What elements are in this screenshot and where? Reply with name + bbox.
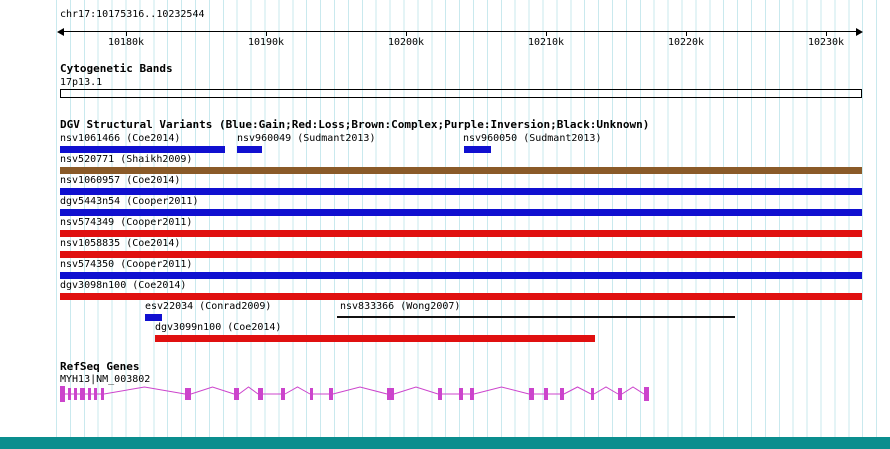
variant-bar[interactable] [60, 251, 862, 258]
ruler-left-arrow-icon [57, 28, 64, 36]
gene-model[interactable] [58, 383, 654, 403]
variant-bar[interactable] [60, 167, 862, 174]
exon-box [644, 387, 649, 401]
cytoband-name: 17p13.1 [60, 77, 103, 88]
exon-box [591, 388, 594, 400]
ruler-tick-label: 10200k [387, 37, 425, 48]
variant-bar[interactable] [60, 146, 225, 153]
refseq-track-title: RefSeq Genes [60, 360, 140, 373]
variant-bar[interactable] [155, 335, 595, 342]
exon-box [74, 388, 77, 400]
ruler-tick [126, 31, 127, 36]
variant-bar[interactable] [237, 146, 262, 153]
gene-model-svg [60, 386, 649, 402]
exon-box [80, 388, 85, 400]
ruler-tick [686, 31, 687, 36]
exon-box [618, 388, 622, 400]
region-label: chr17:10175316..10232544 [60, 9, 205, 20]
exon-box [329, 388, 333, 400]
exon-box [529, 388, 534, 400]
ruler-tick [266, 31, 267, 36]
ruler-tick-label: 10230k [807, 37, 845, 48]
exon-box [258, 388, 263, 400]
variant-label: dgv5443n54 (Cooper2011) [60, 196, 199, 207]
variant-bar[interactable] [60, 272, 862, 279]
exon-box [560, 388, 564, 400]
variant-label: nsv520771 (Shaikh2009) [60, 154, 193, 165]
variant-bar[interactable] [464, 146, 491, 153]
variant-label: nsv574350 (Cooper2011) [60, 259, 193, 270]
variant-bar[interactable] [60, 188, 862, 195]
ruler-tick-label: 10180k [107, 37, 145, 48]
variant-bar[interactable] [60, 293, 862, 300]
exon-box [68, 388, 71, 400]
exon-box [387, 388, 394, 400]
gene-name: MYH13|NM_003802 [60, 374, 151, 385]
variant-label: dgv3098n100 (Coe2014) [60, 280, 187, 291]
exon-box [88, 388, 91, 400]
variant-bar[interactable] [145, 314, 162, 321]
variant-label: nsv960050 (Sudmant2013) [463, 133, 602, 144]
variant-bar[interactable] [60, 209, 862, 216]
variant-label: dgv3099n100 (Coe2014) [155, 322, 282, 333]
exon-box [544, 388, 548, 400]
cytoband-bar [60, 89, 862, 98]
ruler-tick [406, 31, 407, 36]
variant-label: nsv1058835 (Coe2014) [60, 238, 181, 249]
variant-label: esv22034 (Conrad2009) [145, 301, 272, 312]
ruler-tick [546, 31, 547, 36]
ruler-line [64, 31, 856, 32]
exon-box [459, 388, 463, 400]
exon-box [470, 388, 474, 400]
variant-bar[interactable] [60, 230, 862, 237]
footer-bar [0, 437, 890, 449]
variant-label: nsv1061466 (Coe2014) [60, 133, 181, 144]
exon-box [60, 386, 65, 402]
ruler-right-arrow-icon [856, 28, 863, 36]
exon-box [94, 388, 97, 400]
variant-label: nsv833366 (Wong2007) [340, 301, 461, 312]
ruler-tick [826, 31, 827, 36]
exon-box [101, 388, 104, 400]
variant-bar[interactable] [337, 316, 735, 318]
intron-line [65, 386, 645, 395]
variant-label: nsv1060957 (Coe2014) [60, 175, 181, 186]
variant-label: nsv574349 (Cooper2011) [60, 217, 193, 228]
variant-label: nsv960049 (Sudmant2013) [237, 133, 376, 144]
dgv-track-title: DGV Structural Variants (Blue:Gain;Red:L… [60, 118, 650, 131]
ruler-tick-label: 10210k [527, 37, 565, 48]
exon-box [185, 388, 191, 400]
exon-box [310, 388, 313, 400]
exon-box [438, 388, 442, 400]
cytoband-track-title: Cytogenetic Bands [60, 62, 173, 75]
ruler-tick-label: 10220k [667, 37, 705, 48]
ruler-tick-label: 10190k [247, 37, 285, 48]
exon-box [234, 388, 239, 400]
exon-box [281, 388, 285, 400]
